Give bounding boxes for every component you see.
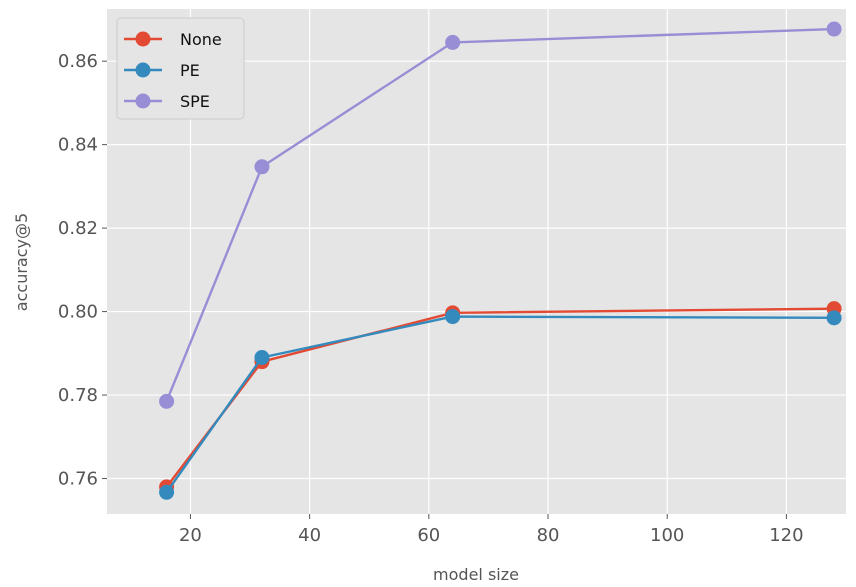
data-point [826, 310, 842, 326]
y-axis-ticks: 0.76 0.78 0.80 0.82 0.84 0.86 [58, 51, 107, 490]
data-point [254, 159, 270, 175]
legend-marker [135, 62, 151, 78]
y-tick-label: 0.86 [58, 51, 98, 72]
data-point [159, 393, 175, 409]
x-axis-ticks: 20 40 60 80 100 120 [179, 514, 804, 546]
legend: None PE SPE [116, 17, 245, 120]
data-point [254, 349, 270, 365]
series-pe [159, 309, 842, 500]
legend-label: None [180, 30, 222, 49]
x-tick-label: 60 [417, 525, 440, 546]
legend-marker [135, 31, 151, 47]
x-tick-label: 20 [179, 525, 202, 546]
y-axis-title: accuracy@5 [12, 213, 31, 311]
y-tick-label: 0.82 [58, 218, 98, 239]
grid-lines [107, 9, 846, 514]
y-tick-label: 0.84 [58, 135, 98, 156]
y-tick-label: 0.76 [58, 469, 98, 490]
x-tick-label: 100 [650, 525, 684, 546]
data-point [159, 484, 175, 500]
series-spe [159, 21, 842, 409]
legend-entry-spe: SPE [124, 92, 210, 111]
legend-entry-none: None [124, 30, 222, 49]
series-lines [159, 21, 842, 500]
series-line [165, 27, 835, 402]
x-tick-label: 120 [769, 525, 803, 546]
y-tick-label: 0.78 [58, 385, 98, 406]
legend-entry-pe: PE [124, 61, 200, 80]
legend-label: SPE [180, 92, 210, 111]
x-axis-title: model size [433, 565, 519, 584]
x-tick-label: 80 [537, 525, 560, 546]
data-point [445, 309, 461, 325]
data-point [445, 34, 461, 50]
legend-marker [135, 93, 151, 109]
data-point [826, 21, 842, 37]
y-tick-label: 0.80 [58, 302, 98, 323]
legend-label: PE [180, 61, 200, 80]
x-tick-label: 40 [298, 525, 321, 546]
series-line [165, 315, 835, 493]
